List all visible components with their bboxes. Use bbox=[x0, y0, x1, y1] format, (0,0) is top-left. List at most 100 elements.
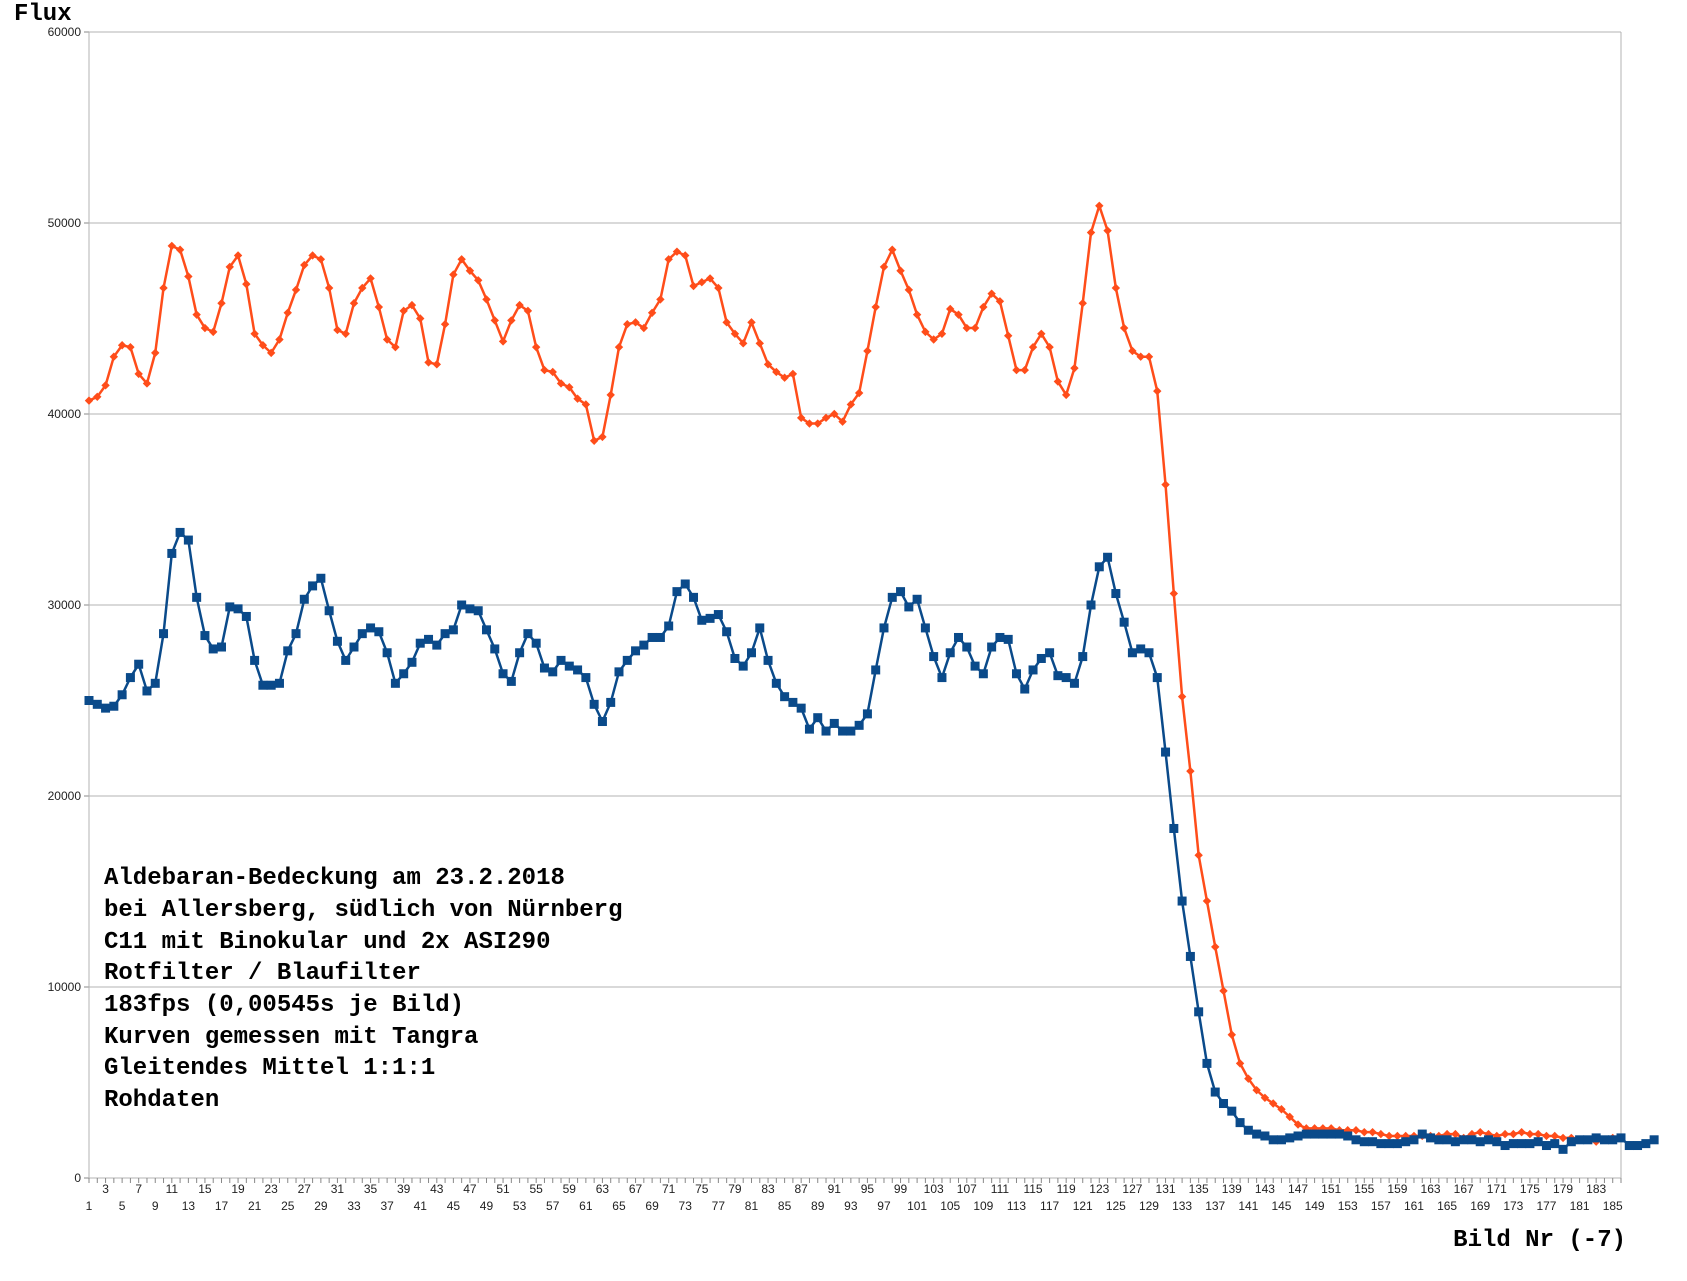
data-point bbox=[1061, 673, 1071, 683]
data-point bbox=[1227, 1106, 1237, 1116]
data-point bbox=[929, 335, 938, 344]
data-point bbox=[788, 697, 798, 707]
data-point bbox=[1542, 1131, 1551, 1141]
x-tick-label: 77 bbox=[712, 1199, 726, 1213]
x-tick-label: 55 bbox=[529, 1182, 543, 1196]
data-point bbox=[1045, 648, 1055, 658]
data-point bbox=[101, 703, 111, 713]
x-tick-label: 87 bbox=[794, 1182, 808, 1196]
data-point bbox=[1268, 1099, 1278, 1108]
x-tick-label: 115 bbox=[1023, 1182, 1042, 1196]
annotation-line: Gleitendes Mittel 1:1:1 bbox=[104, 1055, 435, 1082]
data-point bbox=[1343, 1131, 1353, 1141]
data-point bbox=[871, 302, 880, 312]
data-point bbox=[589, 699, 599, 709]
data-point bbox=[93, 392, 102, 402]
data-point bbox=[1467, 1135, 1477, 1145]
x-tick-label: 127 bbox=[1122, 1182, 1142, 1196]
data-point bbox=[1293, 1131, 1303, 1141]
data-point bbox=[672, 587, 682, 597]
data-point bbox=[1533, 1129, 1543, 1139]
grid-lines bbox=[89, 31, 1621, 1179]
data-point bbox=[664, 255, 673, 264]
data-point bbox=[672, 247, 682, 256]
data-point bbox=[656, 295, 665, 304]
data-point bbox=[1028, 342, 1038, 352]
y-tick-labels: 0 10000 20000 30000 40000 50000 60000 bbox=[48, 25, 82, 1185]
data-point bbox=[987, 289, 996, 298]
data-point bbox=[391, 342, 400, 352]
x-tick-label: 53 bbox=[513, 1199, 527, 1213]
x-tick-label: 35 bbox=[364, 1182, 378, 1196]
data-point bbox=[863, 346, 872, 356]
data-point bbox=[548, 367, 557, 377]
data-point bbox=[531, 342, 541, 352]
data-point bbox=[862, 709, 872, 719]
data-point bbox=[540, 365, 549, 375]
data-point bbox=[1641, 1139, 1651, 1149]
data-point bbox=[308, 251, 317, 260]
data-point bbox=[1476, 1127, 1485, 1137]
x-tick-label: 3 bbox=[102, 1182, 109, 1196]
data-point bbox=[465, 604, 475, 614]
data-point bbox=[92, 699, 102, 709]
data-point bbox=[1020, 684, 1030, 694]
data-point bbox=[920, 623, 930, 633]
data-point bbox=[1293, 1120, 1303, 1129]
x-tick-label: 65 bbox=[612, 1199, 626, 1213]
y-tick-label: 10000 bbox=[48, 980, 82, 994]
data-point bbox=[987, 642, 997, 652]
data-point bbox=[1161, 747, 1171, 757]
data-point bbox=[324, 606, 334, 616]
data-point bbox=[1169, 589, 1179, 598]
y-tick-label: 60000 bbox=[48, 25, 82, 39]
x-tick-label: 121 bbox=[1073, 1199, 1093, 1213]
data-point bbox=[151, 348, 160, 358]
x-tick-label: 153 bbox=[1338, 1199, 1358, 1213]
data-point bbox=[274, 678, 284, 688]
data-point bbox=[1235, 1118, 1245, 1128]
data-point bbox=[1285, 1133, 1295, 1143]
data-point bbox=[1591, 1133, 1601, 1143]
x-tick-label: 45 bbox=[447, 1199, 461, 1213]
x-tick-label: 117 bbox=[1040, 1199, 1059, 1213]
data-point bbox=[581, 400, 591, 409]
data-point bbox=[1558, 1144, 1568, 1154]
x-tick-label: 147 bbox=[1288, 1182, 1308, 1196]
data-point bbox=[1517, 1127, 1526, 1137]
data-point bbox=[1492, 1131, 1501, 1141]
data-point bbox=[134, 659, 144, 669]
x-tick-label: 31 bbox=[331, 1182, 345, 1196]
x-tick-label: 123 bbox=[1089, 1182, 1109, 1196]
data-point bbox=[614, 342, 624, 352]
data-point bbox=[1136, 644, 1146, 654]
data-point bbox=[349, 299, 359, 308]
x-tick-label: 37 bbox=[380, 1199, 394, 1213]
data-point bbox=[175, 245, 185, 254]
data-point bbox=[838, 417, 847, 426]
data-point bbox=[208, 644, 218, 654]
x-tick-label: 43 bbox=[430, 1182, 444, 1196]
data-point bbox=[1384, 1131, 1394, 1141]
data-point bbox=[473, 606, 483, 616]
data-point bbox=[738, 661, 748, 671]
data-point bbox=[1550, 1131, 1559, 1141]
data-point bbox=[291, 285, 301, 295]
data-point bbox=[564, 661, 574, 671]
x-tick-label: 19 bbox=[231, 1182, 245, 1196]
x-tick-label: 111 bbox=[991, 1182, 1010, 1196]
data-point bbox=[250, 329, 259, 338]
data-point bbox=[1260, 1131, 1270, 1141]
data-point bbox=[771, 678, 781, 688]
data-point bbox=[1252, 1129, 1262, 1139]
data-point bbox=[1095, 201, 1104, 211]
data-point bbox=[921, 327, 930, 337]
data-point bbox=[846, 726, 856, 736]
data-point bbox=[829, 718, 839, 728]
data-point bbox=[167, 241, 177, 251]
annotation-line: Aldebaran-Bedeckung am 23.2.2018 bbox=[104, 865, 565, 892]
data-point bbox=[1276, 1135, 1286, 1145]
x-tick-label: 7 bbox=[135, 1182, 142, 1196]
data-point bbox=[1393, 1131, 1402, 1141]
data-point bbox=[482, 295, 491, 304]
